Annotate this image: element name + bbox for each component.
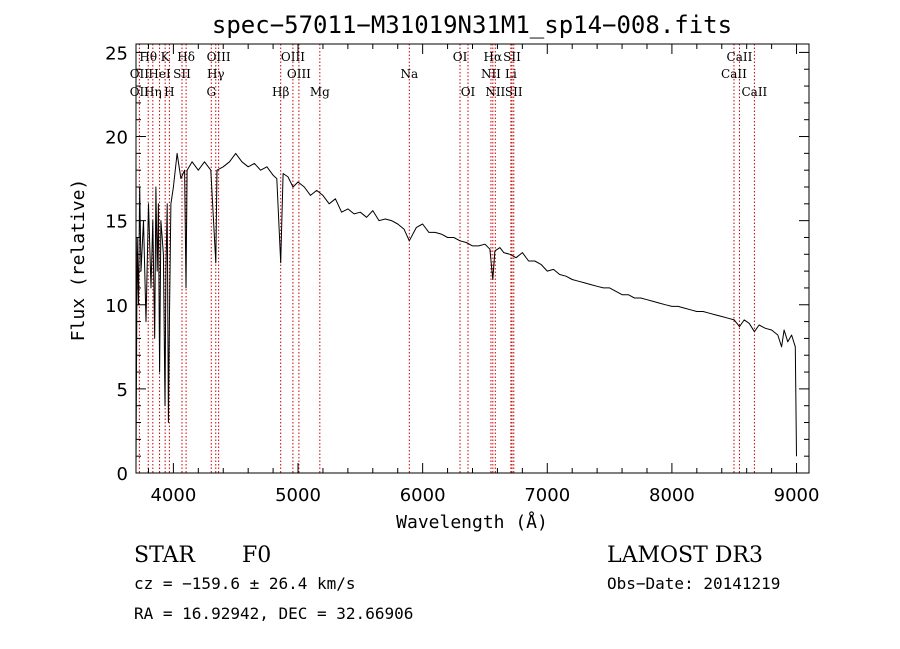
line-label-27: CaII — [741, 85, 767, 99]
y-tick-label-2: 10 — [105, 296, 128, 317]
line-label-22: Hβ — [272, 85, 289, 99]
y-axis-label: Flux (relative) — [68, 179, 89, 342]
line-label-26: SII — [505, 85, 523, 99]
x-axis-ticks: 4000 5000 6000 7000 8000 9000 — [147, 44, 820, 506]
x-tick-label-5: 9000 — [774, 485, 820, 506]
spectrum-series-line — [135, 152, 797, 465]
x-tick-label-0: 4000 — [150, 485, 196, 506]
line-label-11: SII — [173, 67, 191, 81]
line-label-15: NII — [481, 67, 501, 81]
line-label-21: G — [206, 85, 216, 99]
y-tick-label-5: 25 — [105, 43, 128, 64]
line-label-7: SII — [503, 50, 521, 64]
chart-title: spec−57011−M31019N31M1_sp14−008.fits — [212, 11, 732, 39]
line-label-10: HeI — [148, 67, 171, 81]
x-axis-label: Wavelength (Å) — [396, 511, 548, 533]
line-label-14: Na — [400, 67, 418, 81]
line-label-24: OI — [461, 85, 476, 99]
line-label-1: K — [161, 50, 171, 64]
line-label-5: OI — [453, 50, 468, 64]
y-tick-label-3: 15 — [105, 212, 128, 233]
survey-name: LAMOST DR3 — [607, 543, 763, 568]
line-label-6: Hα — [484, 50, 503, 64]
line-label-3: OIII — [207, 50, 231, 64]
y-tick-label-1: 5 — [117, 380, 128, 401]
x-tick-label-4: 8000 — [649, 485, 695, 506]
line-label-16: Li — [505, 67, 517, 81]
object-class: STAR — [134, 543, 196, 568]
x-tick-label-2: 6000 — [400, 485, 446, 506]
line-label-8: CaII — [727, 50, 753, 64]
x-tick-label-3: 7000 — [524, 485, 570, 506]
observation-date: Obs−Date: 20141219 — [607, 574, 780, 593]
y-tick-label-0: 0 — [117, 464, 128, 485]
object-subclass: F0 — [242, 543, 271, 568]
line-label-23: Mg — [310, 85, 330, 99]
line-label-18: OII — [130, 85, 150, 99]
line-label-4: OIII — [281, 50, 305, 64]
emission-line-markers — [138, 44, 755, 473]
plot-frame — [135, 43, 810, 474]
line-label-12: Hγ — [207, 67, 225, 81]
redshift-cz: cz = −159.6 ± 26.4 km/s — [134, 574, 356, 593]
line-label-13: OIII — [287, 67, 311, 81]
y-tick-label-4: 20 — [105, 128, 128, 149]
line-label-20: H — [164, 85, 174, 99]
line-label-2: Hδ — [177, 50, 195, 64]
ra-dec-coordinates: RA = 16.92942, DEC = 32.66906 — [134, 604, 413, 623]
line-label-0: Hθ — [139, 50, 157, 64]
line-label-17: CaII — [721, 67, 747, 81]
y-axis-ticks: 0 5 10 15 20 25 — [105, 43, 809, 485]
line-label-25: NII — [485, 85, 505, 99]
line-label-9: OII — [130, 67, 150, 81]
line-label-19: Hη — [144, 85, 162, 99]
x-tick-label-1: 5000 — [275, 485, 321, 506]
